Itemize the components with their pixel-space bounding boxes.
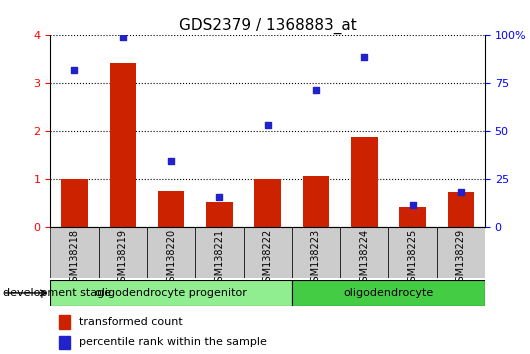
Bar	[206, 202, 233, 227]
Bar	[147, 227, 195, 278]
Bar	[61, 179, 88, 227]
Bar	[59, 336, 70, 349]
Point	[263, 122, 272, 128]
Bar	[99, 227, 147, 278]
Text: GSM138224: GSM138224	[359, 229, 369, 288]
Bar	[110, 63, 136, 227]
Point	[70, 67, 79, 73]
Point	[360, 54, 368, 60]
Title: GDS2379 / 1368883_at: GDS2379 / 1368883_at	[179, 18, 357, 34]
Text: GSM138221: GSM138221	[214, 229, 224, 288]
Point	[408, 202, 417, 208]
Text: oligodendrocyte: oligodendrocyte	[343, 288, 434, 298]
Bar	[50, 227, 99, 278]
Point	[167, 158, 175, 164]
Text: GSM138218: GSM138218	[69, 229, 80, 288]
Bar	[292, 227, 340, 278]
Text: GSM138220: GSM138220	[166, 229, 176, 288]
Bar	[399, 207, 426, 227]
Text: GSM138229: GSM138229	[456, 229, 466, 288]
Point	[215, 194, 224, 200]
Bar	[340, 227, 388, 278]
Bar	[292, 280, 485, 306]
Text: GSM138225: GSM138225	[408, 229, 418, 289]
Text: GSM138219: GSM138219	[118, 229, 128, 288]
Bar	[447, 192, 474, 227]
Text: GSM138222: GSM138222	[263, 229, 272, 289]
Bar	[254, 179, 281, 227]
Bar	[351, 137, 377, 227]
Bar	[437, 227, 485, 278]
Bar	[303, 176, 329, 227]
Bar	[388, 227, 437, 278]
Bar	[243, 227, 292, 278]
Bar	[158, 191, 184, 227]
Bar	[59, 315, 70, 329]
Text: oligodendrocyte progenitor: oligodendrocyte progenitor	[95, 288, 247, 298]
Point	[312, 87, 320, 93]
Text: GSM138223: GSM138223	[311, 229, 321, 288]
Point	[456, 189, 465, 195]
Text: development stage: development stage	[3, 288, 111, 298]
Point	[119, 34, 127, 40]
Bar	[195, 227, 243, 278]
Text: transformed count: transformed count	[78, 317, 182, 327]
Bar	[50, 280, 292, 306]
Text: percentile rank within the sample: percentile rank within the sample	[78, 337, 267, 348]
